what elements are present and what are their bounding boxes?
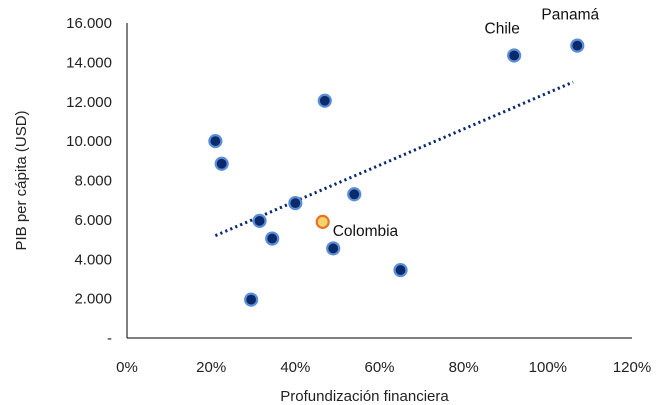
point-label: Chile xyxy=(485,20,520,37)
x-axis-title: Profundización financiera xyxy=(280,388,449,405)
data-point xyxy=(252,213,267,228)
y-tick-label: 16.000 xyxy=(66,15,112,32)
point-label: Panamá xyxy=(541,7,599,24)
x-tick-label: 40% xyxy=(280,359,310,376)
x-tick-label: 60% xyxy=(364,359,394,376)
data-point xyxy=(214,156,229,171)
y-tick-label: 2.000 xyxy=(74,291,112,308)
x-tick-label: 120% xyxy=(613,359,651,376)
x-tick-label: 0% xyxy=(116,359,138,376)
data-points xyxy=(208,38,585,307)
highlight-point xyxy=(315,214,330,229)
data-point xyxy=(570,38,585,53)
y-axis-title: PIB per cápita (USD) xyxy=(13,110,30,250)
data-point xyxy=(265,231,280,246)
x-tick-label: 80% xyxy=(449,359,479,376)
data-point xyxy=(347,187,362,202)
tick-labels: - 2.000 4.000 6.000 8.000 10.000 12.000 14.000 1… xyxy=(66,15,651,376)
trendline xyxy=(214,80,574,238)
data-point xyxy=(244,292,259,307)
y-tick-label: 12.000 xyxy=(66,94,112,111)
x-tick-label: 100% xyxy=(529,359,567,376)
y-tick-label: - xyxy=(107,330,112,347)
trendline-layer xyxy=(214,80,574,238)
x-tick-label: 20% xyxy=(196,359,226,376)
axes xyxy=(126,23,632,339)
point-annotations: Chile Panamá Colombia xyxy=(333,7,600,240)
data-point xyxy=(393,262,408,278)
y-tick-label: 4.000 xyxy=(74,251,112,268)
data-point xyxy=(326,241,341,256)
y-tick-label: 8.000 xyxy=(74,173,112,190)
y-tick-label: 14.000 xyxy=(66,54,112,71)
data-point xyxy=(288,196,303,211)
y-tick-label: 6.000 xyxy=(74,212,112,229)
data-point xyxy=(507,48,522,63)
data-point xyxy=(317,93,332,108)
data-point xyxy=(208,134,223,149)
point-label: Colombia xyxy=(333,223,399,240)
y-tick-label: 10.000 xyxy=(66,133,112,150)
